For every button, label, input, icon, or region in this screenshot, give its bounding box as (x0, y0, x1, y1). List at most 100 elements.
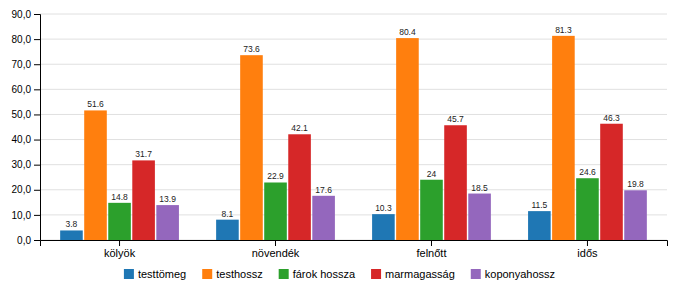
y-tick-label: 50,0 (12, 109, 32, 120)
data-label: 24.6 (579, 167, 596, 177)
legend-label: koponyahossz (485, 268, 555, 280)
data-label: 13.9 (159, 194, 176, 204)
y-tick: 90,0 (12, 9, 40, 20)
data-labels: 3.88.110.311.551.673.680.481.314.822.924… (66, 25, 645, 230)
data-label: 14.8 (111, 192, 128, 202)
x-tick-label: idős (577, 247, 598, 259)
legend-swatch (124, 269, 134, 279)
x-axis-line (41, 241, 668, 247)
bar (396, 38, 419, 240)
data-label: 19.8 (627, 179, 644, 189)
legend-swatch (471, 269, 481, 279)
y-tick: 30,0 (12, 159, 40, 170)
x-tick-mark (275, 240, 276, 246)
legend-item: testtömeg (124, 268, 186, 280)
y-tick-label: 60,0 (12, 84, 32, 95)
legend-item: koponyahossz (471, 268, 555, 280)
y-tick-mark (34, 89, 40, 90)
x-tick-mark (119, 240, 120, 246)
y-tick-label: 90,0 (12, 9, 32, 20)
legend-swatch (279, 269, 289, 279)
x-tick: idős (577, 240, 598, 259)
plot: 0,0 10,0 20,0 30,0 40,0 50,0 60,0 70,0 80,0 90,0 k… (12, 9, 668, 259)
bar (420, 180, 443, 240)
legend-item: fárok hossza (279, 268, 356, 280)
bar (240, 55, 263, 240)
data-label: 73.6 (243, 44, 260, 54)
legend-item: testhossz (202, 268, 262, 280)
y-tick-mark (34, 165, 40, 166)
legend-item: marmagasság (371, 268, 455, 280)
bar (108, 203, 131, 240)
y-tick-mark (34, 39, 40, 40)
y-tick-mark (34, 14, 40, 15)
data-label: 18.5 (471, 183, 488, 193)
bar (444, 125, 467, 240)
data-label: 8.1 (222, 209, 234, 219)
y-tick: 0,0 (17, 235, 40, 246)
data-label: 17.6 (315, 185, 332, 195)
y-axis-line (34, 15, 41, 241)
y-tick-label: 0,0 (17, 235, 31, 246)
y-tick: 70,0 (12, 59, 40, 70)
x-tick-label: felnőtt (417, 247, 447, 259)
y-tick-mark (34, 114, 40, 115)
bar (84, 110, 107, 240)
legend-label: marmagasság (385, 268, 455, 280)
y-tick: 50,0 (12, 109, 40, 120)
legend-swatch (371, 269, 381, 279)
bar (528, 211, 551, 240)
legend-swatch (202, 269, 212, 279)
bar (624, 190, 647, 240)
y-tick-label: 30,0 (12, 159, 32, 170)
y-tick-label: 80,0 (12, 34, 32, 45)
legend-label: testtömeg (138, 268, 186, 280)
bar (552, 36, 575, 240)
x-tick: felnőtt (417, 240, 447, 259)
bar (312, 196, 335, 240)
y-tick-mark (34, 240, 40, 241)
data-label: 3.8 (66, 219, 78, 229)
y-tick: 60,0 (12, 84, 40, 95)
grid-line (40, 14, 667, 15)
y-tick-label: 10,0 (12, 210, 32, 221)
y-tick-label: 40,0 (12, 134, 32, 145)
y-tick: 10,0 (12, 210, 40, 221)
x-tick: növendék (252, 240, 300, 259)
data-label: 51.6 (87, 99, 104, 109)
x-tick-mark (587, 240, 588, 246)
bars (60, 36, 647, 240)
data-label: 10.3 (375, 203, 392, 213)
y-tick-mark (34, 215, 40, 216)
y-tick-mark (34, 64, 40, 65)
y-tick: 80,0 (12, 34, 40, 45)
data-label: 42.1 (291, 123, 308, 133)
bar (264, 182, 287, 240)
bar (576, 178, 599, 240)
legend-label: testhossz (216, 268, 262, 280)
data-label: 81.3 (555, 25, 572, 35)
x-tick-label: kölyök (104, 247, 136, 259)
bar (600, 124, 623, 240)
bar (156, 205, 179, 240)
y-tick: 40,0 (12, 134, 40, 145)
y-tick-mark (34, 140, 40, 141)
grid (40, 14, 667, 240)
bar (468, 194, 491, 240)
legend-label: fárok hossza (293, 268, 356, 280)
y-tick-label: 20,0 (12, 184, 32, 195)
y-tick-label: 70,0 (12, 59, 32, 70)
data-label: 45.7 (447, 114, 464, 124)
x-tick-label: növendék (252, 247, 300, 259)
legend: testtömeg testhossz fárok hossza marmagassá… (124, 268, 555, 280)
bar (372, 214, 395, 240)
chart: 0,0 10,0 20,0 30,0 40,0 50,0 60,0 70,0 80,0 90,0 k… (0, 0, 679, 288)
data-label: 22.9 (267, 171, 284, 181)
x-tick-mark (431, 240, 432, 246)
y-tick-mark (34, 190, 40, 191)
x-tick: kölyök (104, 240, 136, 259)
x-axis: kölyök növendék felnőtt idős (41, 240, 668, 259)
data-label: 80.4 (399, 27, 416, 37)
y-axis: 0,0 10,0 20,0 30,0 40,0 50,0 60,0 70,0 80,0 90,0 (12, 9, 41, 246)
bar (132, 160, 155, 240)
